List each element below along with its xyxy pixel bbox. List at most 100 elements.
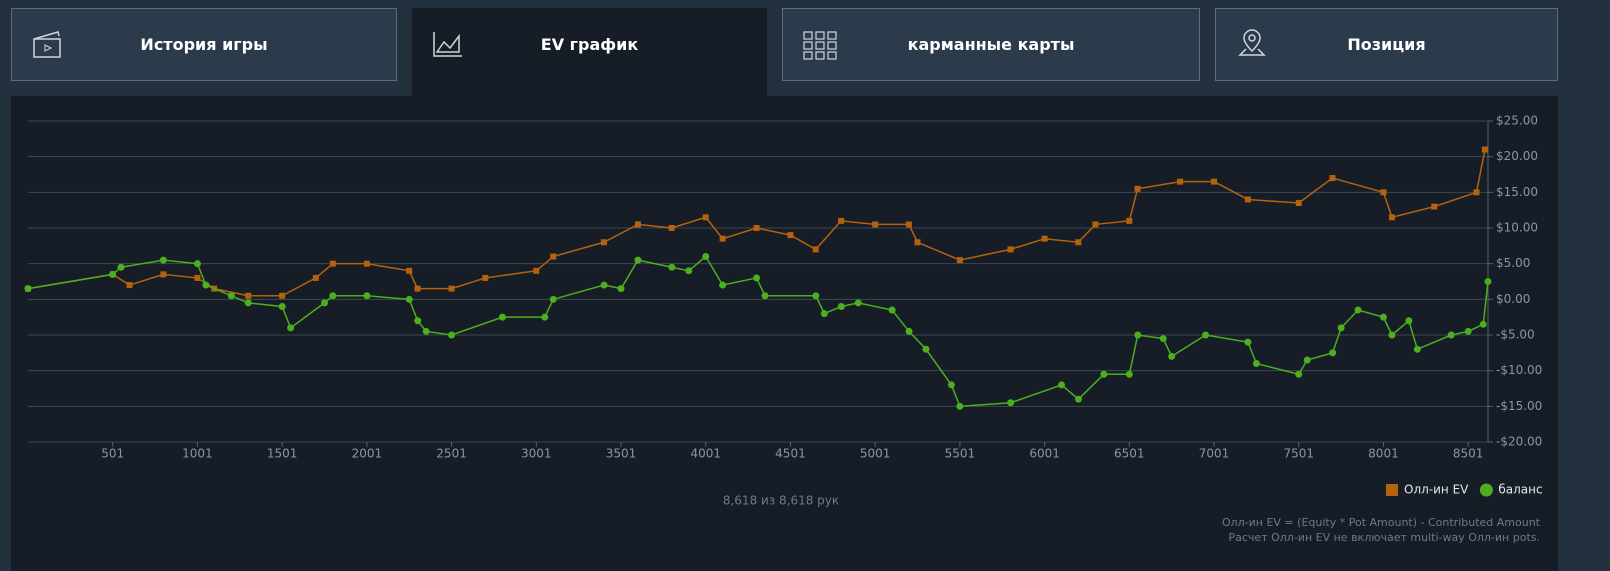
point [1126,217,1133,224]
point [405,295,413,303]
point [1075,239,1082,246]
point [812,292,820,300]
point [820,310,828,318]
point [244,299,252,307]
point [160,271,167,278]
point [1168,352,1176,360]
point [321,299,329,307]
footnote: Олл-ин EV = (Equity * Pot Amount) - Cont… [1222,516,1541,529]
point [414,285,421,292]
tab-position[interactable]: Позиция [1215,8,1558,81]
y-tick-label: $25.00 [1496,114,1538,128]
point [888,306,896,314]
x-tick-label: 2501 [436,447,467,461]
icon [433,32,462,57]
x-tick-label: 2001 [352,447,383,461]
x-tick-label: 6001 [1029,447,1060,461]
point [634,221,641,228]
point [753,274,761,282]
point [329,292,337,300]
point [1388,331,1396,339]
point [838,217,845,224]
point [202,281,210,289]
point [1100,370,1108,378]
point [1337,324,1345,332]
point [498,313,506,321]
point [279,292,286,299]
point [1479,320,1487,328]
tab-label: Позиция [1347,35,1426,54]
icon [33,31,61,58]
point [1447,331,1455,339]
tab-ev[interactable]: EV график [412,8,767,96]
x-tick-label: 7001 [1199,447,1230,461]
point [1134,331,1142,339]
point [753,225,760,231]
point [1295,200,1302,207]
point [812,246,819,253]
point [550,253,557,260]
point [1380,189,1387,196]
x-tick-label: 4001 [690,447,721,461]
point [287,324,295,332]
point [837,302,845,310]
point [1177,178,1184,185]
point [914,239,921,246]
point [872,221,879,228]
legend-label: Олл-ин EV [1404,483,1469,497]
point [668,263,676,271]
point [617,285,625,293]
point [1125,370,1133,378]
point [414,317,422,325]
point [1473,189,1480,196]
legend-marker [1479,483,1493,497]
point [702,253,710,261]
x-tick-label: 8501 [1453,447,1484,461]
point [1134,185,1141,192]
point [245,292,252,299]
point [406,267,413,274]
point [922,345,930,353]
point [956,257,963,264]
y-tick-label: $20.00 [1496,149,1538,163]
point [905,327,913,335]
legend-marker [1386,484,1398,496]
point [1379,313,1387,321]
y-tick-label: -$5.00 [1496,328,1535,342]
point [1252,360,1260,368]
tab-label: История игры [140,35,268,54]
point [1484,278,1492,285]
point [668,225,675,231]
point [1202,331,1210,339]
point [600,239,607,246]
point [1388,214,1395,221]
x-tick-label: 1501 [267,447,298,461]
point [363,292,371,300]
y-tick-label: -$20.00 [1496,435,1542,449]
tab-label: карманные карты [907,35,1075,54]
point [126,282,133,289]
point [1159,335,1167,343]
point [1354,306,1362,314]
point [1405,317,1413,325]
point [533,267,540,274]
x-tick-label: 5501 [945,447,976,461]
point [24,285,32,293]
x-tick-label: 501 [101,447,124,461]
point [787,232,794,239]
point [227,292,235,300]
hands-count: 8,618 из 8,618 рук [723,494,839,508]
point [1431,203,1438,210]
x-tick-label: 7501 [1283,447,1314,461]
point [947,381,955,389]
icon [803,31,837,60]
tab-history[interactable]: История игры [11,8,397,81]
point [1244,196,1251,203]
point [363,260,370,267]
point [549,295,557,303]
point [719,235,726,242]
tab-cards[interactable]: карманные карты [782,8,1200,81]
y-tick-label: -$15.00 [1496,399,1542,413]
